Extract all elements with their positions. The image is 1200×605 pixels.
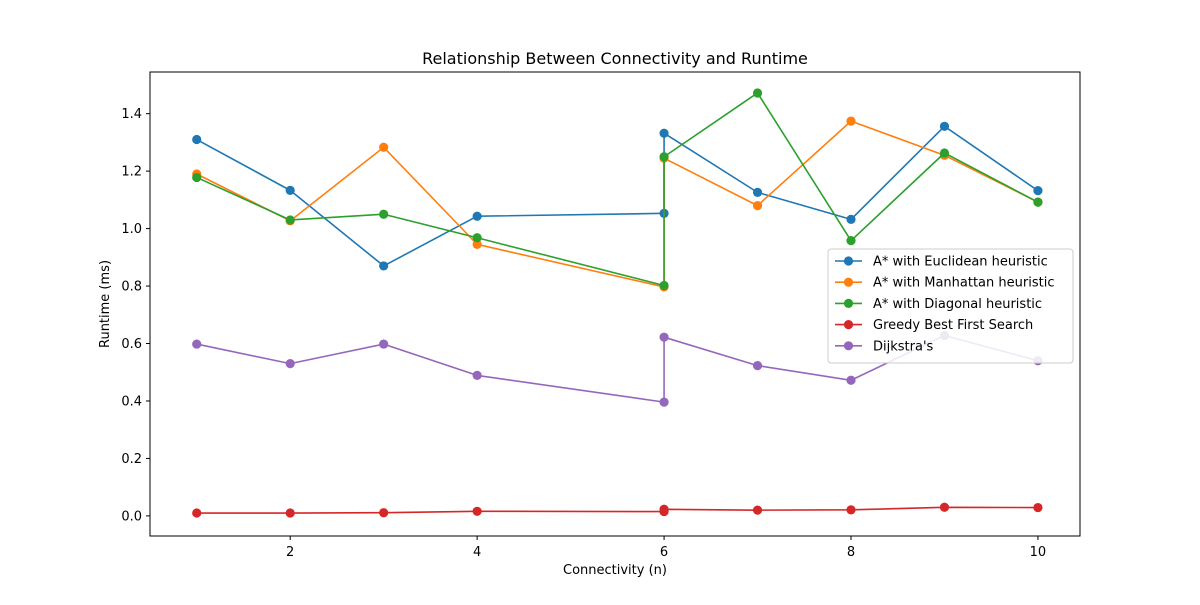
data-point — [752, 201, 763, 211]
data-point — [939, 148, 950, 158]
legend-marker — [843, 277, 854, 287]
y-tick-label: 0.2 — [121, 452, 142, 467]
y-axis-label: Runtime (ms) — [98, 260, 113, 348]
data-point — [379, 261, 389, 271]
y-tick-label: 0.4 — [121, 394, 142, 409]
legend-marker — [843, 256, 854, 266]
series-2 — [192, 88, 1043, 291]
data-point — [285, 185, 295, 195]
data-point — [939, 502, 950, 512]
legend-marker — [843, 298, 854, 308]
data-point — [659, 152, 669, 162]
y-tick-label: 1.4 — [121, 107, 142, 122]
legend-label: A* with Diagonal heuristic — [873, 297, 1042, 312]
data-point — [659, 128, 669, 138]
data-point — [472, 211, 482, 221]
data-point — [285, 215, 295, 225]
legend: A* with Euclidean heuristic A* with Manha… — [827, 248, 1074, 364]
legend-label: Dijkstra's — [873, 339, 934, 354]
y-tick-label: 0.6 — [121, 337, 142, 352]
data-point — [1033, 502, 1043, 513]
data-point — [472, 233, 482, 243]
data-point — [192, 508, 202, 518]
y-tick-label: 1.0 — [121, 222, 142, 237]
data-point — [659, 280, 669, 291]
x-axis-label: Connectivity (n) — [563, 563, 667, 578]
x-tick-label: 2 — [286, 545, 294, 560]
x-tick-label: 8 — [847, 545, 855, 560]
data-point — [846, 116, 856, 126]
data-point — [846, 375, 856, 385]
data-point — [752, 505, 763, 515]
legend-entry: Greedy Best First Search — [835, 318, 1033, 333]
legend-entry: A* with Manhattan heuristic — [835, 276, 1054, 291]
data-point — [192, 134, 202, 145]
data-point — [379, 209, 389, 219]
legend-label: Greedy Best First Search — [873, 318, 1033, 333]
legend-box — [827, 248, 1074, 364]
legend-entry: Dijkstra's — [835, 339, 934, 354]
data-point — [1033, 186, 1043, 196]
data-point — [379, 508, 389, 518]
data-point — [1033, 197, 1043, 207]
data-point — [846, 236, 856, 246]
data-point — [472, 239, 482, 249]
legend-label: A* with Manhattan heuristic — [873, 276, 1054, 291]
data-point — [846, 214, 856, 224]
data-point — [752, 187, 763, 197]
axes: 2 4 6 8 10 0.0 0.2 0.4 0.6 0.8 1.0 1.2 1.4 — [121, 71, 1081, 560]
data-point — [379, 339, 389, 349]
data-point — [192, 339, 202, 349]
legend-marker — [843, 341, 854, 351]
data-point — [192, 172, 202, 183]
x-tick-label: 10 — [1030, 545, 1047, 560]
legend-entry: A* with Diagonal heuristic — [835, 297, 1042, 312]
data-point — [939, 121, 950, 131]
data-point — [659, 397, 669, 407]
data-point — [659, 332, 669, 342]
x-tick-label: 4 — [473, 545, 481, 560]
x-tick-label: 6 — [660, 545, 668, 560]
data-point — [285, 508, 295, 518]
data-point — [752, 88, 763, 98]
data-point — [659, 504, 669, 514]
data-point — [472, 370, 482, 380]
data-point — [379, 142, 389, 152]
data-point — [472, 506, 482, 516]
legend-label: A* with Euclidean heuristic — [873, 255, 1048, 270]
legend-marker — [843, 320, 854, 330]
data-point — [846, 505, 856, 515]
y-tick-label: 0.0 — [121, 509, 142, 524]
data-point — [285, 359, 295, 369]
chart-title: Relationship Between Connectivity and Ru… — [422, 49, 808, 68]
series-3 — [192, 502, 1043, 518]
axes-frame — [149, 71, 1081, 537]
y-tick-label: 1.2 — [121, 165, 142, 180]
y-tick-label: 0.8 — [121, 280, 142, 295]
data-point — [752, 361, 763, 371]
legend-entry: A* with Euclidean heuristic — [835, 255, 1048, 270]
series-line — [195, 92, 1039, 287]
